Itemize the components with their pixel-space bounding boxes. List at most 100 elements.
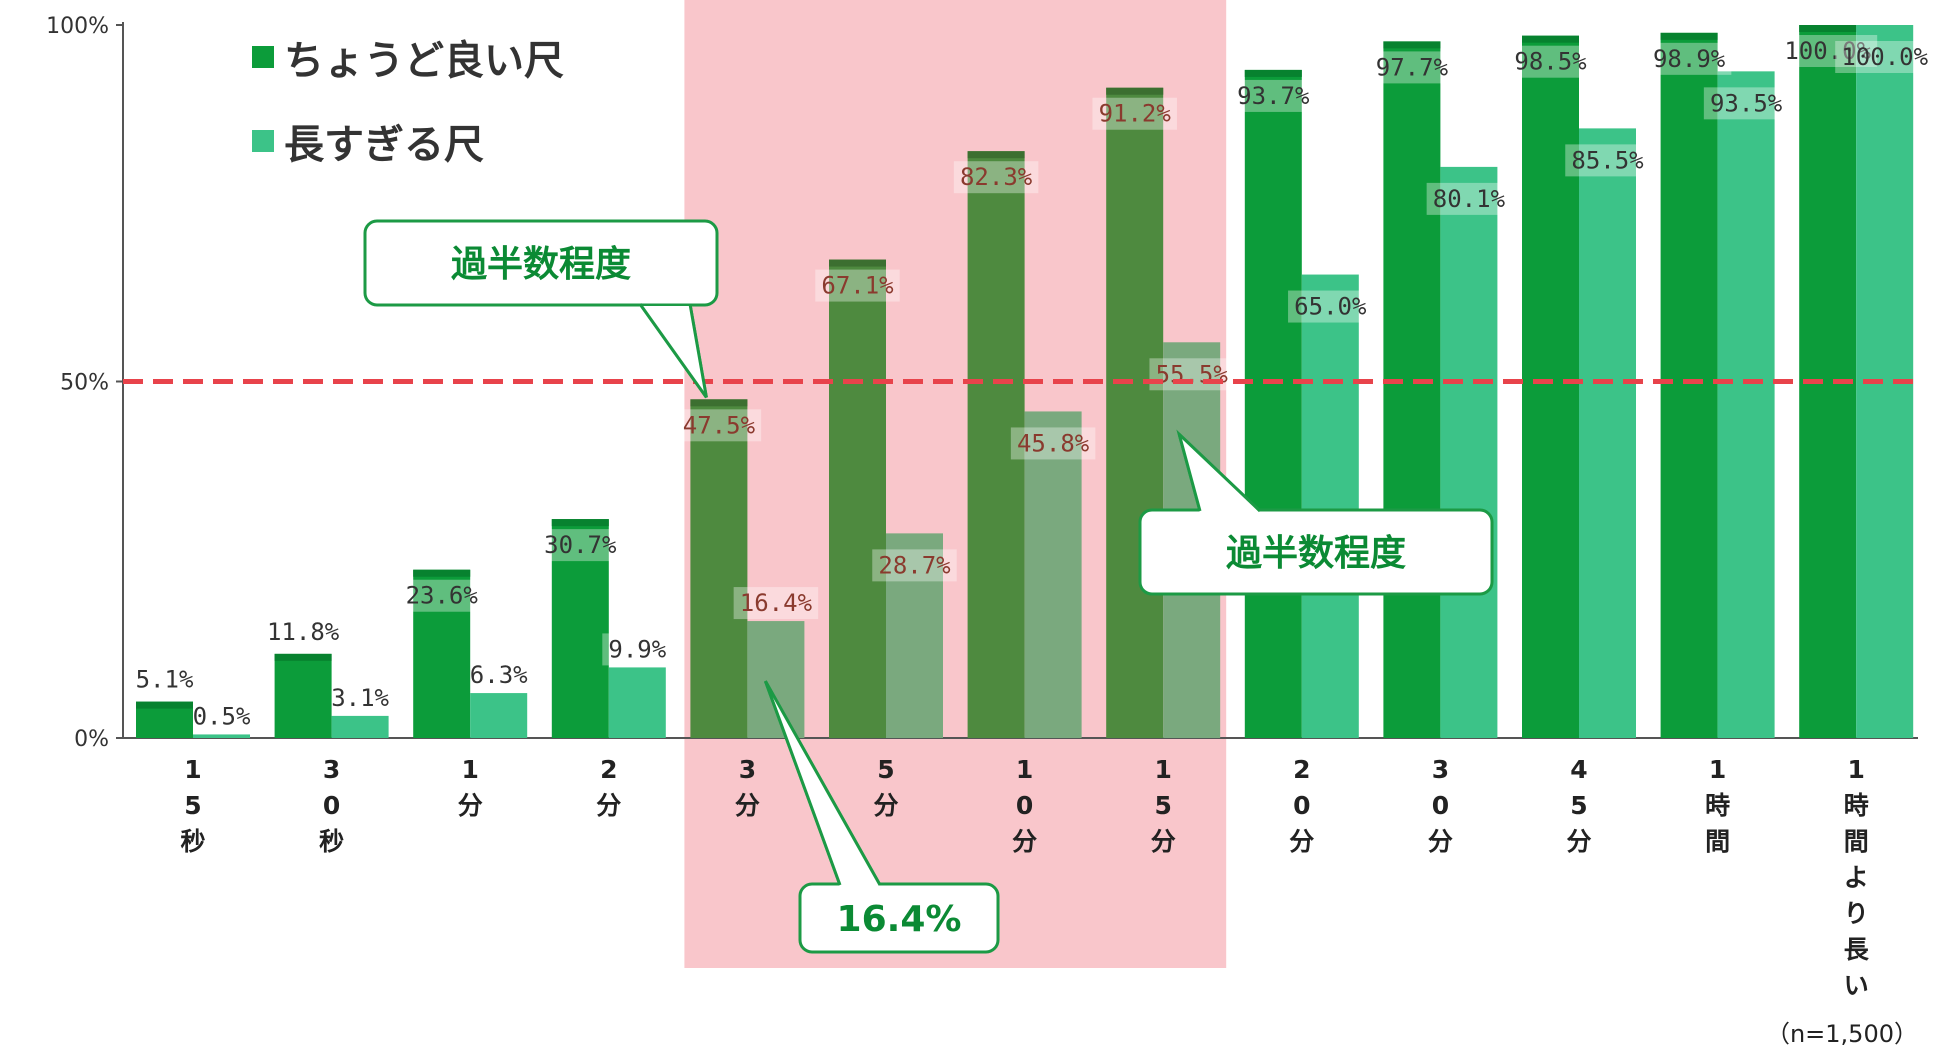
x-tick-label: 5 — [184, 791, 201, 820]
bar-cap — [1799, 25, 1857, 32]
x-tick-label: 1 — [1709, 755, 1726, 784]
x-tick-label: 1 — [461, 755, 478, 784]
data-label: 67.1% — [821, 272, 894, 300]
x-tick-label: 分 — [1151, 827, 1176, 856]
data-label: 93.7% — [1237, 82, 1310, 110]
x-tick-label: 1 — [1847, 755, 1864, 784]
data-label-box — [872, 549, 957, 582]
data-label: 45.8% — [1017, 429, 1090, 457]
legend-swatch — [252, 130, 274, 152]
x-tick-label: 5 — [877, 755, 894, 784]
bar-just-right — [1522, 35, 1579, 738]
legend-swatch — [252, 46, 274, 68]
data-label: 5.1% — [136, 666, 194, 694]
bar-cap — [551, 519, 609, 527]
data-label-box — [1092, 97, 1177, 130]
data-label-box — [1288, 290, 1373, 323]
bar-just-right — [690, 399, 748, 738]
bar-too-long — [1579, 128, 1636, 738]
x-tick-label: 秒 — [319, 827, 344, 856]
bar-cap — [136, 701, 193, 709]
data-label: 28.7% — [878, 551, 951, 579]
data-label: 98.9% — [1653, 45, 1726, 73]
bar-too-long — [193, 734, 250, 738]
bar-cap — [1244, 69, 1302, 77]
x-tick-label: 秒 — [180, 827, 205, 856]
x-tick-label: 0 — [323, 791, 340, 820]
x-tick-label: 0 — [1016, 791, 1033, 820]
data-label-box — [1369, 51, 1455, 84]
x-tick-label: 4 — [1570, 755, 1587, 784]
callout-majority-1-box — [363, 219, 719, 307]
y-tick-label: 0% — [74, 727, 109, 752]
bar-just-right — [551, 519, 609, 738]
bar-cap — [274, 653, 332, 661]
x-tick-label: 1 — [1016, 755, 1033, 784]
bar-too-long — [886, 533, 943, 738]
bar-cap — [1660, 32, 1718, 40]
bar-just-right — [1106, 87, 1164, 738]
bar-just-right — [967, 151, 1025, 739]
bar-too-long — [331, 715, 389, 738]
legend-label: 長すぎる尺 — [284, 122, 484, 168]
data-label: 93.5% — [1710, 89, 1783, 117]
x-tick-label: 3 — [739, 755, 756, 784]
callout-majority-2-text: 過半数程度 — [1226, 533, 1406, 574]
data-label: 23.6% — [406, 582, 479, 610]
data-label-box — [1778, 35, 1878, 67]
data-label-box — [1703, 87, 1789, 120]
x-tick-label: 長 — [1844, 935, 1870, 964]
sample-size-note: （n=1,500） — [1766, 1020, 1918, 1047]
bar-cap — [1106, 87, 1164, 95]
bar-just-right — [274, 653, 332, 738]
data-label: 6.3% — [470, 661, 528, 689]
bar-cap — [829, 259, 886, 267]
bar-too-long — [608, 667, 666, 738]
x-tick-label: 時 — [1705, 791, 1730, 820]
data-label: 30.7% — [544, 531, 617, 559]
callout-majority-1-text: 過半数程度 — [451, 244, 631, 285]
x-tick-label: 分 — [735, 791, 760, 820]
data-label: 47.5% — [683, 411, 756, 439]
y-tick-label: 50% — [60, 371, 109, 396]
bar-too-long — [747, 621, 805, 738]
data-label-box — [399, 579, 484, 612]
x-tick-label: い — [1844, 971, 1869, 1000]
data-label-box — [1149, 358, 1234, 391]
data-label-box — [676, 409, 762, 442]
data-label-box — [1231, 79, 1316, 112]
data-label: 0.5% — [193, 702, 251, 730]
data-label-box — [1508, 45, 1593, 78]
data-label-box — [538, 529, 623, 562]
x-tick-label: 0 — [1432, 791, 1449, 820]
bar-just-right — [1383, 41, 1441, 739]
data-label: 55.5% — [1156, 360, 1229, 388]
bar-too-long — [1301, 274, 1359, 738]
x-tick-label: 3 — [323, 755, 340, 784]
bar-cap — [413, 569, 471, 577]
data-label: 9.9% — [608, 635, 666, 663]
data-label-box — [1426, 182, 1512, 215]
data-label: 91.2% — [1099, 100, 1172, 128]
data-label: 97.7% — [1376, 53, 1449, 81]
bar-just-right — [1660, 32, 1718, 738]
data-label: 65.0% — [1294, 293, 1367, 321]
x-tick-label: 分 — [1012, 827, 1037, 856]
data-label-box — [602, 633, 673, 666]
bar-too-long — [1440, 166, 1498, 739]
x-tick-label: 分 — [458, 791, 483, 820]
legend-label: ちょうど良い尺 — [284, 38, 564, 84]
data-label-box — [1565, 144, 1650, 177]
x-tick-label: 5 — [1570, 791, 1587, 820]
x-tick-label: 3 — [1432, 755, 1449, 784]
data-label: 80.1% — [1433, 185, 1506, 213]
callout-16-4-box — [798, 882, 1000, 954]
bar-cap — [690, 399, 748, 407]
data-label-box — [733, 587, 819, 620]
data-label: 11.8% — [267, 618, 340, 646]
x-tick-label: 5 — [1154, 791, 1171, 820]
x-tick-label: り — [1844, 899, 1869, 928]
bar-cap — [1522, 35, 1579, 43]
